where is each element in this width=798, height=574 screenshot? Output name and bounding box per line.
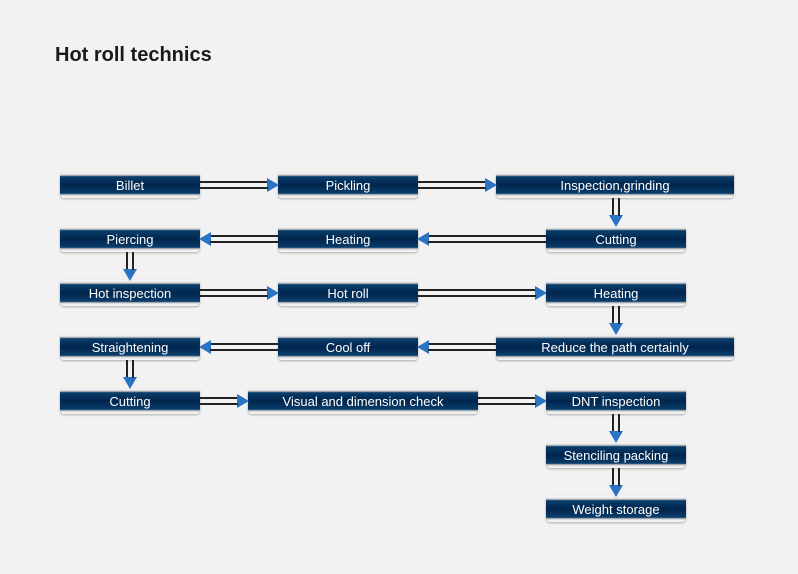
flow-node-weight: Weight storage <box>546 496 686 522</box>
flow-node-cutting1: Cutting <box>546 226 686 252</box>
flow-edge-hotinsp-hotroll <box>200 288 278 298</box>
flow-node-label: Visual and dimension check <box>283 394 444 409</box>
flow-edge-cutting2-visdim <box>200 396 248 406</box>
arrow-left-icon <box>199 340 211 354</box>
flow-node-label: Piercing <box>107 232 154 247</box>
flow-node-cooloff: Cool off <box>278 334 418 360</box>
flow-node-label: Cutting <box>595 232 636 247</box>
flow-node-label: Stenciling packing <box>564 448 669 463</box>
flow-edge-piercing-hotinsp <box>125 252 135 280</box>
arrow-down-icon <box>123 269 137 281</box>
flow-edge-heating1-piercing <box>200 234 278 244</box>
flow-node-label: Cutting <box>109 394 150 409</box>
flow-edge-cooloff-straight <box>200 342 278 352</box>
flow-node-label: Weight storage <box>572 502 659 517</box>
arrow-down-icon <box>609 431 623 443</box>
flow-node-label: Hot inspection <box>89 286 171 301</box>
arrow-left-icon <box>417 340 429 354</box>
flow-edge-cutting1-heating1 <box>418 234 546 244</box>
flow-edge-pickling-inspect1 <box>418 180 496 190</box>
flow-edge-heating2-reduce <box>611 306 621 334</box>
flow-node-label: Heating <box>326 232 371 247</box>
flow-node-billet: Billet <box>60 172 200 198</box>
flow-edge-stencil-weight <box>611 468 621 496</box>
arrow-right-icon <box>237 394 249 408</box>
arrow-down-icon <box>609 215 623 227</box>
flow-edge-billet-pickling <box>200 180 278 190</box>
flow-node-straight: Straightening <box>60 334 200 360</box>
arrow-down-icon <box>123 377 137 389</box>
flow-node-pickling: Pickling <box>278 172 418 198</box>
flow-node-label: Inspection,grinding <box>560 178 669 193</box>
flow-node-label: Straightening <box>92 340 169 355</box>
flow-node-piercing: Piercing <box>60 226 200 252</box>
flow-edge-hotroll-heating2 <box>418 288 546 298</box>
flow-edge-straight-cutting2 <box>125 360 135 388</box>
flow-node-inspect1: Inspection,grinding <box>496 172 734 198</box>
arrow-left-icon <box>199 232 211 246</box>
page-title: Hot roll technics <box>55 44 212 67</box>
flow-node-cutting2: Cutting <box>60 388 200 414</box>
arrow-right-icon <box>267 178 279 192</box>
flow-edge-inspect1-cutting1 <box>611 198 621 226</box>
arrow-left-icon <box>417 232 429 246</box>
arrow-right-icon <box>485 178 497 192</box>
flow-edge-dnt-stencil <box>611 414 621 442</box>
flow-node-heating2: Heating <box>546 280 686 306</box>
title-text: Hot roll technics <box>55 44 212 66</box>
flow-node-heating1: Heating <box>278 226 418 252</box>
arrow-right-icon <box>535 394 547 408</box>
arrow-down-icon <box>609 323 623 335</box>
flow-edge-visdim-dnt <box>478 396 546 406</box>
flow-node-label: DNT inspection <box>572 394 661 409</box>
arrow-right-icon <box>535 286 547 300</box>
flow-node-hotroll: Hot roll <box>278 280 418 306</box>
flow-node-label: Pickling <box>326 178 371 193</box>
flow-node-label: Billet <box>116 178 144 193</box>
flow-node-hotinsp: Hot inspection <box>60 280 200 306</box>
arrow-down-icon <box>609 485 623 497</box>
flow-node-dnt: DNT inspection <box>546 388 686 414</box>
flow-node-stencil: Stenciling packing <box>546 442 686 468</box>
flow-node-label: Reduce the path certainly <box>541 340 688 355</box>
flow-node-label: Cool off <box>326 340 371 355</box>
arrow-right-icon <box>267 286 279 300</box>
flow-edge-reduce-cooloff <box>418 342 496 352</box>
flow-node-visdim: Visual and dimension check <box>248 388 478 414</box>
flow-node-reduce: Reduce the path certainly <box>496 334 734 360</box>
flow-node-label: Hot roll <box>327 286 368 301</box>
flow-node-label: Heating <box>594 286 639 301</box>
